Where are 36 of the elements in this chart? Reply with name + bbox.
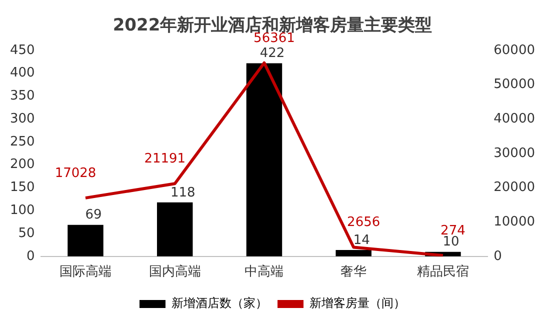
- data-label: 10: [442, 234, 460, 250]
- data-label: 14: [353, 232, 370, 248]
- y-tick-label: 150: [10, 180, 35, 196]
- y-tick-label: 350: [10, 88, 35, 104]
- data-label: 118: [170, 185, 196, 200]
- y-tick-label: 450: [10, 42, 35, 58]
- bar: [68, 224, 104, 256]
- y2-tick-label: 60000: [494, 42, 536, 58]
- bar: [336, 250, 372, 256]
- y-tick-label: 250: [10, 134, 35, 150]
- x-tick-label: 国际高端: [59, 264, 112, 280]
- x-tick-label: 国内高端: [148, 264, 201, 280]
- y2-tick-label: 50000: [494, 77, 536, 92]
- data-label: 21191: [144, 152, 186, 167]
- data-label: 17028: [54, 166, 96, 181]
- y-tick-label: 200: [10, 157, 35, 172]
- y-tick-label: 0: [26, 248, 35, 264]
- y-tick-label: 300: [10, 111, 35, 126]
- y-tick-label: 50: [18, 226, 35, 241]
- x-tick-label: 精品民宿: [416, 264, 469, 280]
- y2-tick-label: 0: [494, 248, 502, 264]
- data-label: 2656: [347, 215, 380, 230]
- y-tick-label: 400: [10, 66, 35, 81]
- x-tick-label: 中高端: [244, 264, 284, 280]
- data-label: 69: [85, 208, 102, 223]
- legend-label: 新增酒店数（家）: [172, 296, 268, 310]
- bar: [246, 63, 282, 256]
- y2-tick-label: 40000: [494, 111, 536, 126]
- y2-tick-label: 20000: [494, 180, 536, 196]
- y2-tick-label: 30000: [494, 146, 536, 161]
- y-tick-label: 100: [10, 202, 35, 218]
- legend-label: 新增客房量（间）: [310, 296, 406, 310]
- bar: [156, 202, 193, 256]
- x-tick-label: 奢华: [340, 264, 367, 280]
- data-label: 422: [260, 46, 285, 62]
- y2-tick-label: 10000: [494, 214, 536, 230]
